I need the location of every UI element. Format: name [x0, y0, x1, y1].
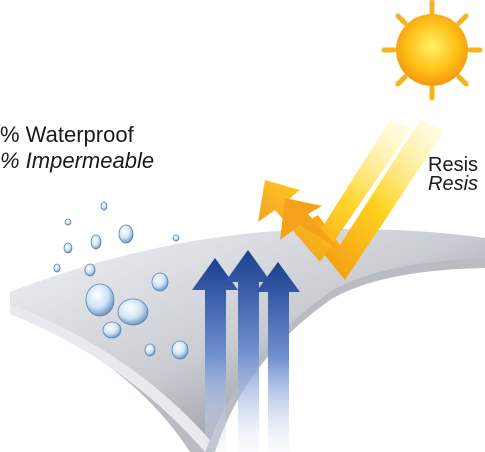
air-arrows: [192, 250, 300, 452]
right-label-french: Resis: [428, 173, 479, 195]
left-label-english: % Waterproof: [0, 122, 134, 147]
droplets: [53, 201, 189, 360]
sun: [381, 0, 483, 101]
uv-beams: [258, 120, 445, 280]
left-label-french: % Impermeable: [0, 148, 155, 173]
right-label-english: Resis: [428, 154, 479, 176]
